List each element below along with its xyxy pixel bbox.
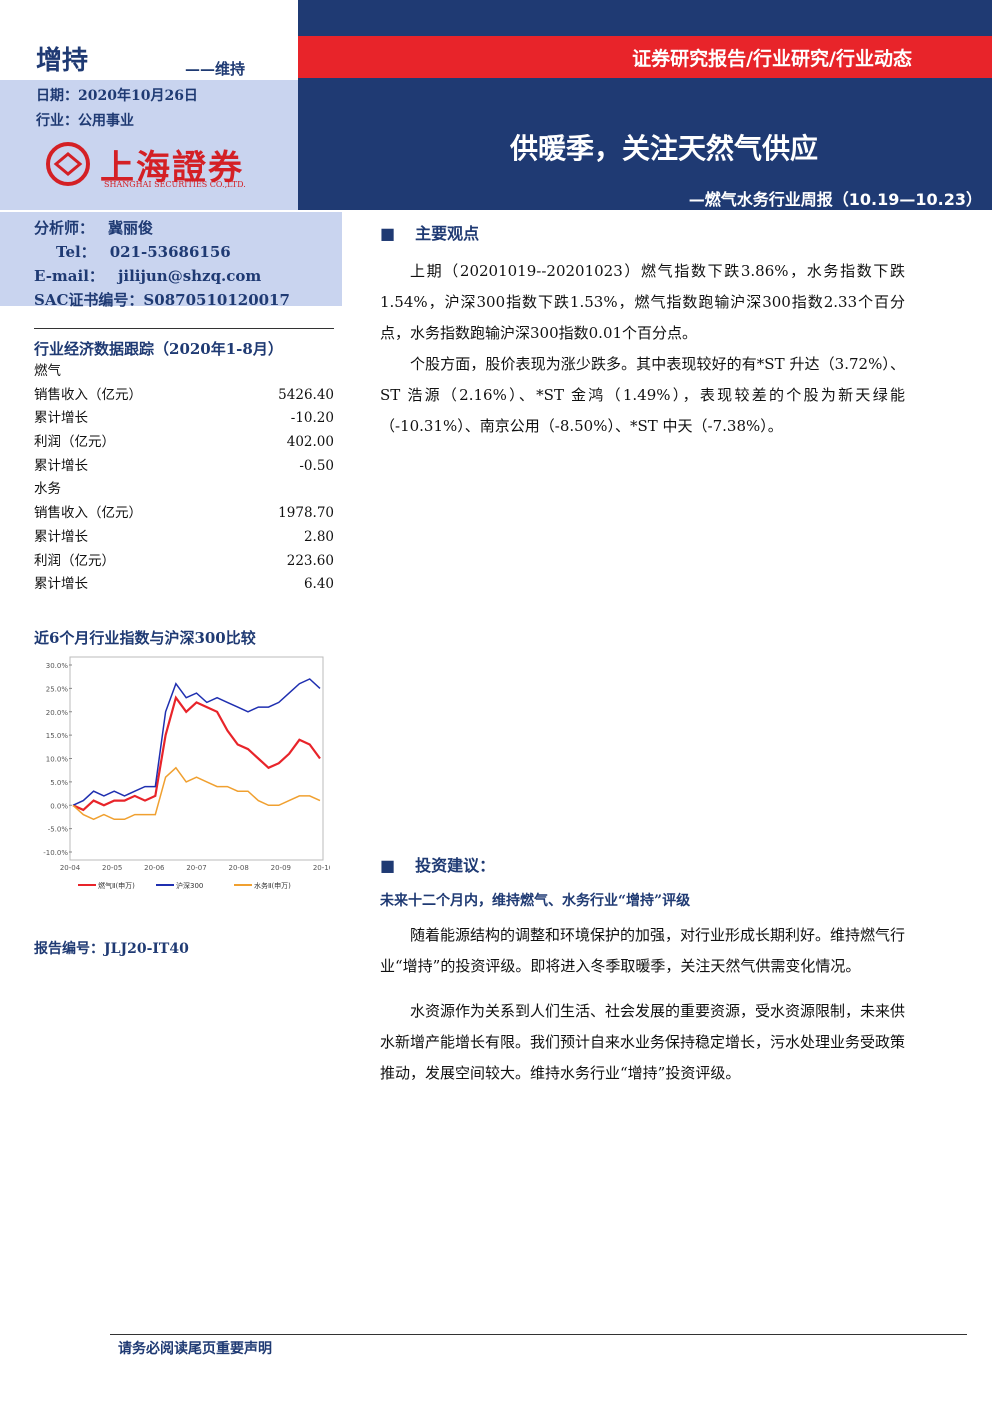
- y-tick-label: -10.0%: [43, 849, 68, 857]
- table-row: 利润（亿元） 223.60: [34, 550, 334, 574]
- table-row: 累计增长 -0.50: [34, 455, 334, 479]
- x-tick-label: 20-07: [186, 864, 206, 872]
- x-tick-label: 20-10: [313, 864, 330, 872]
- industry: 行业：公用事业: [36, 113, 134, 129]
- cell: 销售收入（亿元）: [34, 505, 142, 522]
- paragraph: 个股方面，股价表现为涨少跌多。其中表现较好的有*ST 升达（3.72%）、ST …: [380, 355, 905, 435]
- analyst: 分析师： 冀丽俊 Tel： 021-53686156 E-mail： jilijun@…: [34, 216, 290, 312]
- x-tick-label: 20-09: [271, 864, 291, 872]
- x-tick-label: 20-08: [228, 864, 248, 872]
- cell: 累计增长: [34, 410, 88, 427]
- cell: -10.20: [290, 410, 334, 427]
- x-tick-label: 20-04: [60, 864, 81, 872]
- legend-label: 水务Ⅱ(申万): [254, 881, 291, 890]
- table-row: 累计增长 -10.20: [34, 407, 334, 431]
- table-row: 利润（亿元） 402.00: [34, 431, 334, 455]
- label: 分析师：: [34, 219, 95, 237]
- table-row: 燃气: [34, 360, 334, 384]
- x-tick-label: 20-05: [102, 864, 122, 872]
- chart: -10.0% -5.0% 0.0% 5.0% 10.0% 15.0% 20.0% 25.0% 3…: [43, 656, 330, 890]
- date: 日期：2020年10月26日: [36, 88, 198, 104]
- series-line: [72, 695, 321, 812]
- header-stripe: [298, 36, 992, 78]
- label: E-mail：: [34, 267, 104, 285]
- cell: 5426.40: [278, 386, 334, 403]
- section: ■ 主要观点 上期（20201019--20201023）燃气指数下跌3.86%，…: [380, 220, 905, 442]
- legend-label: 沪深300: [176, 881, 203, 890]
- cell: 6.40: [303, 576, 334, 593]
- cell: 销售收入（亿元）: [34, 386, 142, 403]
- category: 证券研究报告/行业研究/行业动态: [632, 48, 912, 70]
- subtitle: —燃气水务行业周报（10.19—10.23）: [688, 190, 982, 209]
- footer: 请务必阅读尾页重要声明: [118, 1341, 272, 1357]
- y-tick-label: 5.0%: [50, 779, 68, 787]
- label: Tel：: [56, 243, 96, 261]
- value: 冀丽俊: [108, 219, 154, 237]
- rating: 增持: [36, 46, 89, 76]
- section: ■ 投资建议： 未来十二个月内，维持燃气、水务行业“增持”评级 随着能源结构的调整…: [380, 852, 905, 1089]
- paragraph: 随着能源结构的调整和环境保护的加强，对行业形成长期利好。维持燃气行业“增持”的投…: [380, 926, 906, 975]
- legend-label: 燃气Ⅱ(申万): [98, 881, 135, 890]
- paragraph: 水资源作为关系到人们生活、社会发展的重要资源，受水资源限制，未来供水新增产能增长…: [380, 1002, 906, 1082]
- header-band: [298, 0, 992, 210]
- analyst-box: [0, 212, 342, 306]
- value: jilijun@shzq.com: [117, 267, 262, 285]
- cell: 燃气: [34, 363, 61, 379]
- y-tick-label: -5.0%: [48, 826, 69, 834]
- y-tick-label: 15.0%: [46, 732, 69, 740]
- title: 供暖季，关注天然气供应: [510, 132, 819, 165]
- paragraph: 上期（20201019--20201023）燃气指数下跌3.86%，水务指数下跌…: [380, 262, 905, 342]
- table-row: 累计增长 2.80: [34, 526, 334, 550]
- table-title: 行业经济数据跟踪（2020年1-8月）: [34, 340, 283, 358]
- header-left-bg: [0, 80, 298, 210]
- table-row: 累计增长 6.40: [34, 573, 334, 597]
- series-line: [72, 766, 321, 821]
- report-no: 报告编号：JLJ20-IT40: [34, 941, 189, 957]
- value: 021-53686156: [109, 243, 231, 261]
- heading: 主要观点: [415, 224, 480, 243]
- y-tick-label: 0.0%: [50, 802, 68, 810]
- logo-mark: [46, 142, 90, 186]
- cell: 2.80: [303, 528, 334, 545]
- series-line: [72, 678, 321, 806]
- cell: 水务: [34, 481, 61, 498]
- logo-text: 上海證券: [100, 148, 244, 188]
- table-row: 销售收入（亿元） 1978.70: [34, 502, 334, 526]
- cell: 223.60: [286, 552, 334, 569]
- rating-change: ——维持: [185, 60, 246, 78]
- subheading: 未来十二个月内，维持燃气、水务行业“增持”评级: [380, 893, 691, 909]
- cell: 402.00: [286, 434, 334, 451]
- chart-title: 近6个月行业指数与沪深300比较: [34, 629, 256, 647]
- y-tick-label: 20.0%: [46, 709, 69, 717]
- table: 燃气销售收入（亿元） 5426.40 累计增长 -10.20 利润（亿元） 402.00 累…: [34, 360, 334, 597]
- table-row: 水务: [34, 478, 334, 502]
- table-row: 销售收入（亿元） 5426.40: [34, 384, 334, 408]
- rule: [34, 328, 334, 329]
- y-tick-label: 10.0%: [46, 756, 69, 764]
- cell: 累计增长: [34, 576, 88, 593]
- heading: 投资建议：: [415, 856, 496, 875]
- x-tick-label: 20-06: [144, 864, 165, 872]
- cell: 1978.70: [278, 505, 334, 522]
- cell: -0.50: [299, 457, 334, 474]
- y-tick-label: 25.0%: [46, 685, 69, 693]
- footer-rule: [110, 1334, 967, 1335]
- cell: 累计增长: [34, 528, 88, 545]
- label: SAC证书编号：: [34, 291, 144, 309]
- cell: 利润（亿元）: [34, 552, 115, 569]
- logo-en: SHANGHAI SECURITIES CO.,LTD.: [104, 180, 246, 189]
- cell: 累计增长: [34, 457, 88, 474]
- cell: 利润（亿元）: [34, 434, 115, 451]
- value: S0870510120017: [143, 291, 290, 309]
- y-tick-label: 30.0%: [46, 662, 69, 670]
